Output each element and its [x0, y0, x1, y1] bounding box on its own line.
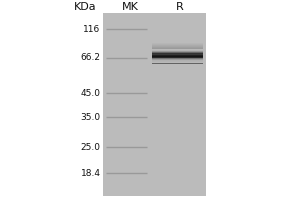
Bar [152, 63, 202, 64]
Bar [152, 53, 202, 54]
Bar [152, 58, 202, 59]
Bar [152, 56, 202, 57]
Bar [152, 51, 202, 52]
Bar [152, 56, 202, 57]
Text: 45.0: 45.0 [80, 88, 100, 98]
Bar [152, 63, 202, 64]
Bar [152, 63, 202, 64]
Text: R: R [176, 2, 184, 12]
Bar [152, 43, 202, 44]
Bar [152, 63, 202, 64]
Bar [152, 61, 202, 62]
Text: 116: 116 [83, 24, 100, 33]
Bar [152, 54, 202, 55]
Bar [152, 59, 202, 60]
Bar [152, 63, 202, 64]
Bar [152, 63, 202, 64]
Bar [152, 52, 202, 53]
Bar [152, 49, 202, 50]
Bar [152, 63, 202, 64]
Bar [152, 62, 202, 63]
Bar [152, 47, 202, 48]
Bar [152, 48, 202, 49]
Bar [152, 48, 202, 49]
Bar [152, 63, 202, 64]
Bar [152, 52, 202, 53]
Bar [152, 50, 202, 51]
Bar [152, 62, 202, 63]
Text: 35.0: 35.0 [80, 112, 100, 121]
Text: 18.4: 18.4 [80, 168, 100, 178]
Bar [103, 13, 206, 196]
Text: 66.2: 66.2 [80, 53, 100, 62]
Bar [152, 45, 202, 46]
Bar [152, 46, 202, 47]
Bar [152, 63, 202, 64]
Bar [152, 51, 202, 52]
Bar [152, 44, 202, 45]
Bar [152, 57, 202, 58]
Bar [152, 53, 202, 54]
Bar [152, 60, 202, 61]
Text: MK: MK [122, 2, 139, 12]
Text: 25.0: 25.0 [80, 142, 100, 152]
Bar [152, 61, 202, 62]
Bar [152, 63, 202, 64]
Bar [152, 55, 202, 56]
Bar [152, 57, 202, 58]
Text: KDa: KDa [74, 2, 97, 12]
Bar [152, 63, 202, 64]
